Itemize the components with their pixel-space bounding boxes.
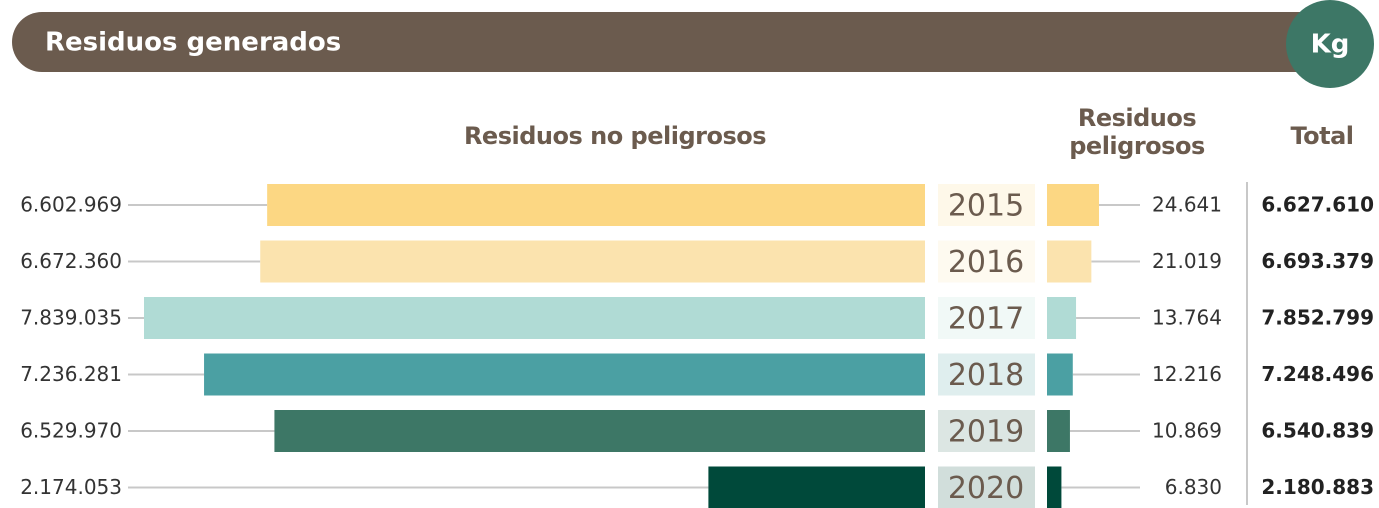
value-label: 10.869 [1152,419,1222,443]
bar [1047,466,1062,508]
bar [274,410,925,452]
value-label: 7.839.035 [20,306,122,330]
year-label: 2015 [948,189,1024,224]
total-label: 7.852.799 [1261,306,1374,330]
column-title: Total [1290,122,1354,150]
title: Residuos generados [45,28,341,58]
value-label: 6.529.970 [20,419,122,443]
year-box [938,353,1035,396]
bar [260,240,926,283]
header-bar [12,12,1342,72]
value-label: 6.830 [1165,475,1222,499]
year-label: 2018 [948,358,1024,393]
bar [204,353,926,396]
bar [708,466,925,508]
value-label: 24.641 [1152,193,1222,217]
column-title: Residuos peligrosos [1069,104,1205,160]
unit: Kg [1311,30,1350,60]
year-box [938,240,1035,283]
total-label: 6.627.610 [1261,193,1374,217]
value-label: 6.602.969 [20,193,122,217]
year-box [938,297,1035,339]
year-box [938,466,1035,508]
total-label: 6.540.839 [1261,419,1374,443]
year-label: 2016 [948,245,1024,280]
bar [267,184,925,226]
value-label: 6.672.360 [20,249,122,273]
value-label: 13.764 [1152,306,1222,330]
total-label: 2.180.883 [1261,475,1374,499]
value-label: 21.019 [1152,249,1222,273]
value-label: 12.216 [1152,362,1222,386]
value-label: 7.236.281 [20,362,122,386]
value-label: 2.174.053 [20,475,122,499]
bar [1047,410,1070,452]
bar [1047,297,1077,339]
bar [1047,353,1073,396]
column-title: Residuos no peligrosos [463,122,767,150]
year-box [938,184,1035,226]
unit-badge [1286,0,1374,88]
year-box [938,410,1035,452]
total-label: 6.693.379 [1261,249,1374,273]
bar [144,297,925,339]
year-label: 2019 [948,415,1024,450]
bar [1047,240,1092,283]
year-label: 2020 [948,471,1024,506]
year-label: 2017 [948,302,1024,337]
bar [1047,184,1099,226]
total-label: 7.248.496 [1261,362,1374,386]
